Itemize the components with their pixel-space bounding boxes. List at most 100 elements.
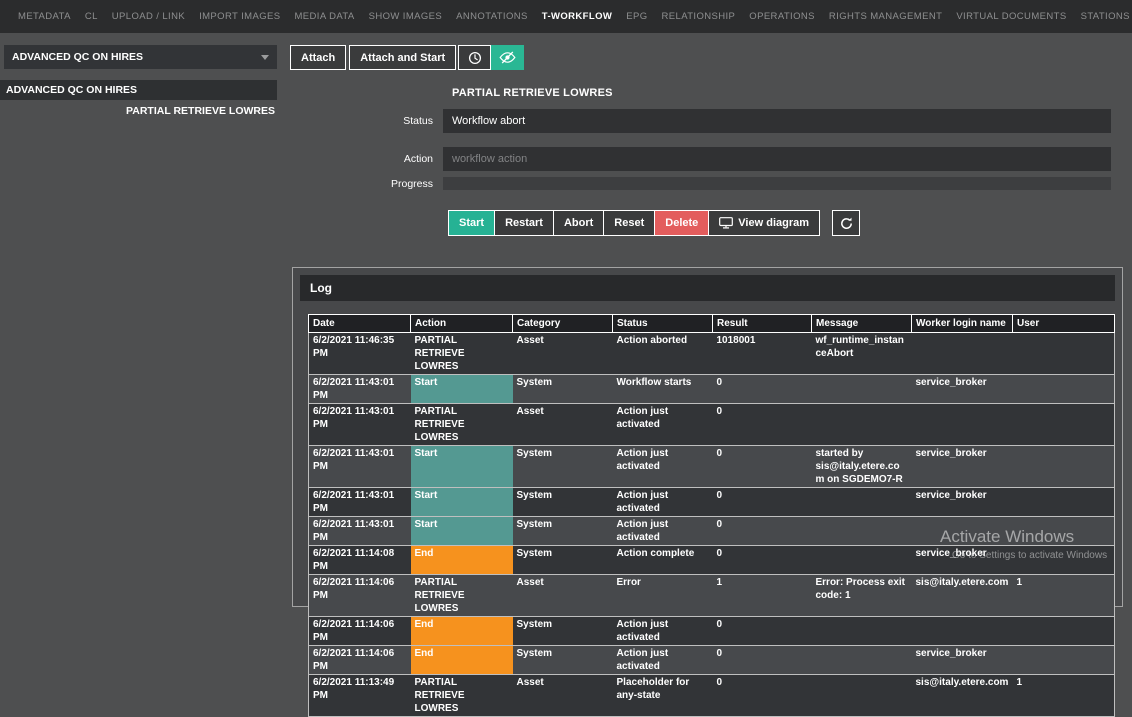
nav-item-show-images[interactable]: SHOW IMAGES xyxy=(368,11,443,22)
view-toggle-group xyxy=(458,45,524,70)
log-cell-worker: sis@italy.etere.com xyxy=(911,674,1013,717)
log-col-result: Result xyxy=(712,314,812,333)
log-cell-status: Action just activated xyxy=(612,445,713,488)
log-cell-message xyxy=(811,374,912,404)
log-cell-worker: service_broker xyxy=(911,374,1013,404)
monitor-icon xyxy=(719,217,734,229)
log-cell-message: wf_runtime_instanceAbort xyxy=(811,332,912,375)
nav-item-relationship[interactable]: RELATIONSHIP xyxy=(661,11,736,22)
log-row: 6/2/2021 11:14:08 PM End System Action comp… xyxy=(308,545,1115,575)
log-cell-result: 0 xyxy=(712,403,812,446)
log-cell-result: 0 xyxy=(712,645,812,675)
log-cell-user: 1 xyxy=(1012,574,1115,617)
log-cell-category: System xyxy=(512,445,613,488)
log-cell-category: Asset xyxy=(512,403,613,446)
log-cell-user xyxy=(1012,545,1115,575)
attach-toolbar: Attach Attach and Start xyxy=(290,45,457,70)
log-cell-user: 1 xyxy=(1012,674,1115,717)
log-cell-worker xyxy=(911,616,1013,646)
log-cell-user xyxy=(1012,403,1115,446)
log-cell-result: 0 xyxy=(712,516,812,546)
nav-item-cl[interactable]: CL xyxy=(84,11,98,22)
log-cell-action: PARTIAL RETRIEVE LOWRES xyxy=(410,574,513,617)
log-cell-date: 6/2/2021 11:43:01 PM xyxy=(308,487,411,517)
attach-and-start-button[interactable]: Attach and Start xyxy=(349,45,457,70)
log-cell-category: System xyxy=(512,616,613,646)
nav-item-media-data[interactable]: MEDIA DATA xyxy=(294,11,355,22)
log-cell-action: PARTIAL RETRIEVE LOWRES xyxy=(410,332,513,375)
log-cell-category: Asset xyxy=(512,332,613,375)
nav-item-rights-management[interactable]: RIGHTS MANAGEMENT xyxy=(828,11,943,22)
log-cell-date: 6/2/2021 11:14:08 PM xyxy=(308,545,411,575)
delete-button[interactable]: Delete xyxy=(654,210,710,236)
log-cell-date: 6/2/2021 11:43:01 PM xyxy=(308,445,411,488)
progress-label: Progress xyxy=(390,178,433,190)
log-cell-user xyxy=(1012,616,1115,646)
log-row: 6/2/2021 11:14:06 PM End System Action just… xyxy=(308,616,1115,646)
log-cell-action: End xyxy=(410,545,513,575)
log-cell-category: Asset xyxy=(512,674,613,717)
nav-item-annotations[interactable]: ANNOTATIONS xyxy=(456,11,528,22)
sidebar-workflow-group[interactable]: ADVANCED QC ON HIRES xyxy=(0,80,277,100)
view-diagram-label: View diagram xyxy=(738,217,810,229)
log-row: 6/2/2021 11:43:01 PM Start System Action ju… xyxy=(308,487,1115,517)
log-panel-title: Log xyxy=(300,275,1115,301)
log-cell-message: started by sis@italy.etere.com on SGDEMO… xyxy=(811,445,912,488)
log-row: 6/2/2021 11:46:35 PM PARTIAL RETRIEVE LOW… xyxy=(308,332,1115,375)
progress-bar xyxy=(443,177,1111,190)
nav-item-epg[interactable]: EPG xyxy=(626,11,648,22)
restart-button[interactable]: Restart xyxy=(494,210,554,236)
nav-item-operations[interactable]: OPERATIONS xyxy=(749,11,815,22)
refresh-button[interactable] xyxy=(832,210,861,236)
reset-button[interactable]: Reset xyxy=(603,210,656,236)
log-cell-category: System xyxy=(512,487,613,517)
log-cell-action: PARTIAL RETRIEVE LOWRES xyxy=(410,674,513,717)
log-row: 6/2/2021 11:43:01 PM Start System Action ju… xyxy=(308,445,1115,488)
abort-button[interactable]: Abort xyxy=(552,210,605,236)
workflow-select[interactable]: ADVANCED QC ON HIRES xyxy=(4,45,277,69)
log-cell-category: System xyxy=(512,645,613,675)
log-cell-action: Start xyxy=(410,516,513,546)
nav-item-import-images[interactable]: IMPORT IMAGES xyxy=(199,11,281,22)
sidebar-item-partial-retrieve-lowres[interactable]: PARTIAL RETRIEVE LOWRES xyxy=(126,105,275,117)
nav-item-virtual-documents[interactable]: VIRTUAL DOCUMENTS xyxy=(956,11,1067,22)
nav-item-stations[interactable]: STATIONS xyxy=(1080,11,1130,22)
log-cell-worker: sis@italy.etere.com xyxy=(911,574,1013,617)
log-col-message: Message xyxy=(811,314,912,333)
log-header-row: Date Action Category Status Result Message Wor… xyxy=(308,314,1115,333)
status-label: Status xyxy=(403,115,433,127)
view-diagram-button[interactable]: View diagram xyxy=(708,210,821,236)
log-cell-status: Placeholder for any-state xyxy=(612,674,713,717)
nav-item-upload-link[interactable]: UPLOAD / LINK xyxy=(111,11,186,22)
log-cell-worker xyxy=(911,516,1013,546)
log-cell-user xyxy=(1012,645,1115,675)
log-cell-date: 6/2/2021 11:43:01 PM xyxy=(308,374,411,404)
log-cell-category: System xyxy=(512,374,613,404)
log-cell-date: 6/2/2021 11:14:06 PM xyxy=(308,645,411,675)
chevron-down-icon xyxy=(261,54,269,60)
log-cell-result: 0 xyxy=(712,674,812,717)
history-button[interactable] xyxy=(458,45,491,70)
attach-button[interactable]: Attach xyxy=(290,45,347,70)
log-cell-worker xyxy=(911,332,1013,375)
status-input[interactable] xyxy=(443,109,1111,133)
log-cell-status: Action just activated xyxy=(612,645,713,675)
log-cell-user xyxy=(1012,516,1115,546)
log-row: 6/2/2021 11:13:49 PM PARTIAL RETRIEVE LOW… xyxy=(308,674,1115,717)
log-col-date: Date xyxy=(308,314,411,333)
log-cell-result: 0 xyxy=(712,445,812,488)
log-cell-user xyxy=(1012,487,1115,517)
log-row: 6/2/2021 11:43:01 PM Start System Workflow … xyxy=(308,374,1115,404)
log-cell-status: Action just activated xyxy=(612,516,713,546)
action-input[interactable] xyxy=(443,147,1111,171)
nav-item-metadata[interactable]: METADATA xyxy=(18,11,71,22)
log-cell-message xyxy=(811,616,912,646)
preview-toggle-button[interactable] xyxy=(491,45,524,70)
log-cell-date: 6/2/2021 11:14:06 PM xyxy=(308,616,411,646)
log-cell-user xyxy=(1012,332,1115,375)
log-col-worker-login-name: Worker login name xyxy=(911,314,1013,333)
start-button[interactable]: Start xyxy=(448,210,496,236)
log-row: 6/2/2021 11:43:01 PM PARTIAL RETRIEVE LOW… xyxy=(308,403,1115,446)
nav-item-t-workflow[interactable]: T-WORKFLOW xyxy=(541,11,613,22)
log-cell-result: 1018001 xyxy=(712,332,812,375)
